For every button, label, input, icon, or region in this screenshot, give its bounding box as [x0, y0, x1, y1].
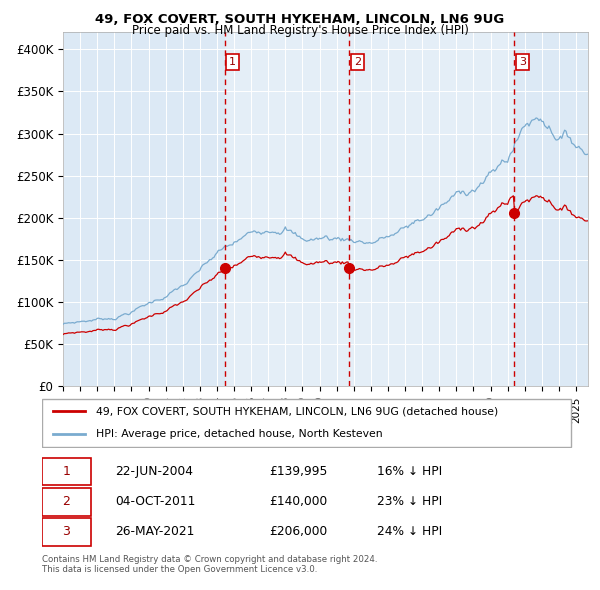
Text: 3: 3 — [62, 525, 70, 538]
Text: HPI: Average price, detached house, North Kesteven: HPI: Average price, detached house, Nort… — [96, 430, 383, 440]
Bar — [225, 32, 514, 386]
Text: 2: 2 — [354, 57, 361, 67]
Text: 49, FOX COVERT, SOUTH HYKEHAM, LINCOLN, LN6 9UG (detached house): 49, FOX COVERT, SOUTH HYKEHAM, LINCOLN, … — [96, 407, 498, 417]
Text: Contains HM Land Registry data © Crown copyright and database right 2024.: Contains HM Land Registry data © Crown c… — [42, 555, 377, 563]
FancyBboxPatch shape — [42, 458, 91, 486]
Text: 16% ↓ HPI: 16% ↓ HPI — [377, 465, 442, 478]
Text: £140,000: £140,000 — [269, 495, 327, 508]
Text: 24% ↓ HPI: 24% ↓ HPI — [377, 525, 442, 538]
Text: Price paid vs. HM Land Registry's House Price Index (HPI): Price paid vs. HM Land Registry's House … — [131, 24, 469, 37]
FancyBboxPatch shape — [42, 399, 571, 447]
Text: 1: 1 — [62, 465, 70, 478]
FancyBboxPatch shape — [42, 519, 91, 546]
Text: £139,995: £139,995 — [269, 465, 327, 478]
Text: £206,000: £206,000 — [269, 525, 327, 538]
FancyBboxPatch shape — [42, 489, 91, 516]
Text: 49, FOX COVERT, SOUTH HYKEHAM, LINCOLN, LN6 9UG: 49, FOX COVERT, SOUTH HYKEHAM, LINCOLN, … — [95, 13, 505, 26]
Text: 2: 2 — [62, 495, 70, 508]
Text: 3: 3 — [519, 57, 526, 67]
Text: 04-OCT-2011: 04-OCT-2011 — [115, 495, 195, 508]
Text: 26-MAY-2021: 26-MAY-2021 — [115, 525, 194, 538]
Text: This data is licensed under the Open Government Licence v3.0.: This data is licensed under the Open Gov… — [42, 565, 317, 574]
Text: 1: 1 — [229, 57, 236, 67]
Text: 23% ↓ HPI: 23% ↓ HPI — [377, 495, 442, 508]
Text: 22-JUN-2004: 22-JUN-2004 — [115, 465, 193, 478]
